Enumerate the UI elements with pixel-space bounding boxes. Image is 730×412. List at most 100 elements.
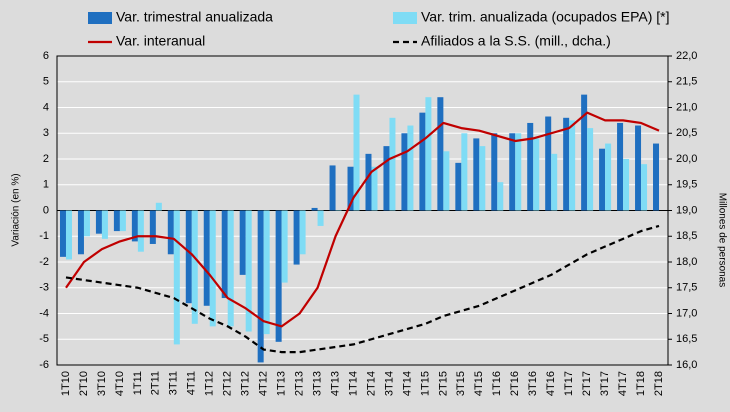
x-tick-label: 4T15: [473, 371, 485, 396]
y2-tick-label: 18,0: [676, 256, 697, 268]
bar: [299, 210, 306, 255]
bar: [335, 210, 342, 211]
y2-tick-label: 19,5: [676, 179, 697, 191]
y-tick-label: -1: [39, 230, 49, 242]
bar: [83, 210, 90, 237]
x-tick-label: 4T14: [401, 371, 413, 396]
bar: [203, 210, 210, 306]
x-tick-label: 2T13: [294, 371, 306, 396]
bar: [383, 146, 390, 211]
x-tick-label: 1T18: [635, 371, 647, 396]
bar: [653, 143, 660, 211]
y2-tick-label: 21,0: [676, 101, 697, 113]
y2-tick-label: 20,0: [676, 153, 697, 165]
y2-tick-label: 19,0: [676, 204, 697, 216]
plot-frame: [56, 55, 669, 366]
y-tick-label: 4: [43, 101, 49, 113]
bar: [293, 210, 300, 265]
y2-tick-label: 16,5: [676, 333, 697, 345]
x-tick-label: 2T12: [222, 371, 234, 396]
y-tick-label: 1: [43, 179, 49, 191]
bar: [59, 210, 66, 257]
bar: [263, 210, 270, 335]
bar: [311, 207, 318, 211]
bar: [167, 210, 174, 255]
legend-label: Afiliados a la S.S. (mill., dcha.): [421, 33, 611, 49]
legend-label: Var. trim. anualizada (ocupados EPA) [*]: [421, 9, 670, 25]
bar: [545, 116, 552, 211]
x-tick-label: 1T10: [60, 371, 72, 396]
y2-tick-label: 20,5: [676, 127, 697, 139]
y2-tick-label: 17,0: [676, 307, 697, 319]
bar: [137, 210, 144, 252]
y-tick-label: 0: [43, 204, 49, 216]
bar: [239, 210, 246, 275]
bar: [479, 146, 486, 211]
bar: [281, 210, 288, 283]
bar: [401, 133, 408, 211]
y-tick-label: 2: [43, 153, 49, 165]
bar: [329, 165, 336, 211]
legend-label: Var. interanual: [116, 33, 205, 49]
x-tick-label: 4T10: [114, 371, 126, 396]
bar: [353, 94, 360, 211]
bar: [473, 138, 480, 211]
bar: [317, 210, 324, 226]
x-tick-label: 1T15: [419, 371, 431, 396]
bar: [437, 97, 444, 211]
bar: [101, 210, 108, 239]
bar: [605, 143, 612, 211]
x-tick-label: 3T11: [168, 371, 180, 395]
bar: [389, 117, 396, 211]
x-tick-label: 3T10: [96, 371, 108, 396]
bar: [455, 162, 462, 211]
bar: [635, 125, 642, 211]
bar: [365, 153, 372, 211]
bar: [95, 210, 102, 234]
legend-swatch: [393, 12, 417, 24]
bar: [173, 210, 180, 345]
line: [65, 111, 660, 328]
y2-tick-label: 18,5: [676, 230, 697, 242]
x-tick-label: 2T17: [581, 371, 593, 396]
bar: [119, 210, 126, 232]
y2-tick-label: 22,0: [676, 50, 697, 62]
bar: [617, 122, 624, 211]
x-tick-label: 2T11: [150, 371, 162, 395]
x-tick-label: 4T11: [186, 371, 198, 395]
x-tick-label: 1T11: [132, 371, 144, 395]
bar: [149, 210, 156, 244]
bar: [155, 202, 162, 211]
bar: [275, 210, 282, 342]
x-tick-label: 1T16: [491, 371, 503, 396]
bar: [65, 210, 72, 260]
y-tick-label: -2: [39, 256, 49, 268]
bar: [443, 151, 450, 211]
y-tick-label: 3: [43, 127, 49, 139]
legend-label: Var. trimestral anualizada: [116, 9, 273, 25]
bar: [533, 138, 540, 211]
bar: [77, 210, 84, 255]
bar: [419, 112, 426, 211]
bar: [581, 94, 588, 211]
bar: [569, 120, 576, 211]
bar: [515, 133, 522, 211]
bar: [191, 210, 198, 324]
x-tick-label: 2T18: [653, 371, 665, 396]
y-tick-label: 5: [43, 76, 49, 88]
x-tick-label: 4T16: [545, 371, 557, 396]
y-tick-label: -3: [39, 282, 49, 294]
x-tick-label: 2T10: [78, 371, 90, 396]
bar: [221, 210, 228, 299]
bar: [563, 117, 570, 211]
x-tick-label: 1T13: [276, 371, 288, 396]
x-tick-label: 1T12: [204, 371, 216, 396]
bar: [527, 122, 534, 211]
y-tick-label: -4: [39, 307, 49, 319]
y-tick-label: -6: [39, 359, 49, 371]
bar: [407, 125, 414, 211]
bar: [623, 159, 630, 211]
line: [65, 224, 660, 354]
x-tick-label: 2T14: [365, 371, 377, 396]
